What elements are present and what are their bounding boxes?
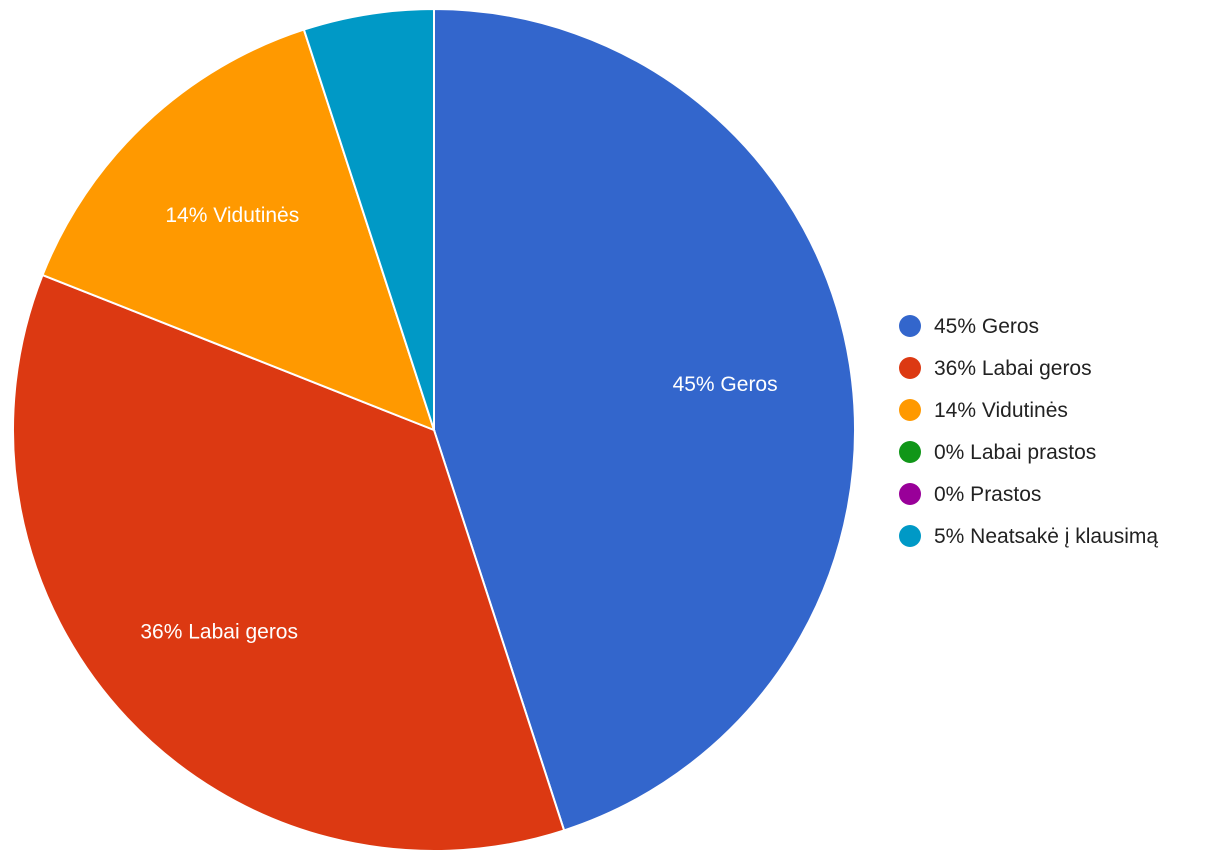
legend-marker xyxy=(899,315,921,337)
pie-slice-labels: 45% Geros 36% Labai geros 14% Vidutinės xyxy=(140,204,777,644)
legend-item-label: 5% Neatsakė į klausimą xyxy=(934,525,1158,548)
slice-label: 45% Geros xyxy=(673,373,778,396)
legend-marker xyxy=(899,525,921,547)
legend-item-label: 14% Vidutinės xyxy=(934,399,1068,422)
legend-item-label: 0% Prastos xyxy=(934,483,1041,506)
legend-marker xyxy=(899,483,921,505)
legend-marker xyxy=(899,357,921,379)
legend-item-label: 45% Geros xyxy=(934,315,1039,338)
slice-label: 14% Vidutinės xyxy=(165,204,299,227)
legend-marker xyxy=(899,441,921,463)
legend-item-label: 36% Labai geros xyxy=(934,357,1092,380)
legend-marker xyxy=(899,399,921,421)
pie-slice-neatsak-klausim- xyxy=(302,7,435,431)
legend-item-label: 0% Labai prastos xyxy=(934,441,1096,464)
pie-slices xyxy=(12,7,856,851)
slice-label: 36% Labai geros xyxy=(140,621,298,644)
legend: 45% Geros 36% Labai geros 14% Vidutinės 0% … xyxy=(899,315,1158,548)
pie-slice-geros xyxy=(433,7,856,832)
